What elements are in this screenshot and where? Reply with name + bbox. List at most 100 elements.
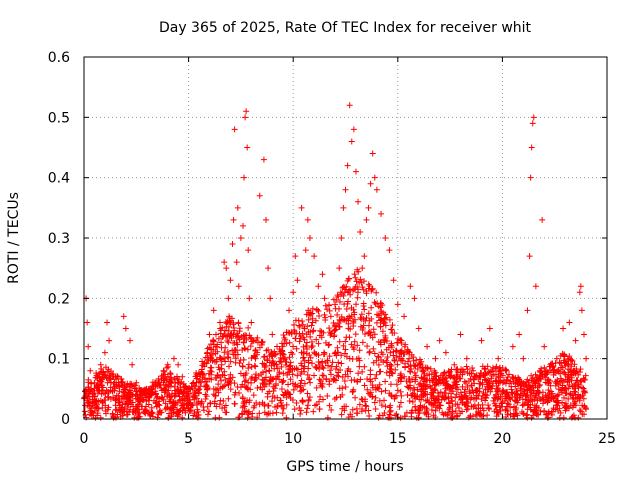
- data-point: [491, 394, 498, 401]
- data-point: [482, 365, 489, 372]
- data-point: [85, 343, 92, 350]
- data-point: [280, 377, 287, 384]
- data-point: [92, 403, 99, 410]
- data-point: [379, 328, 386, 335]
- data-point: [214, 348, 221, 355]
- data-point: [230, 216, 237, 223]
- data-point: [466, 388, 473, 395]
- data-point: [580, 395, 587, 402]
- data-point: [242, 114, 249, 121]
- data-point: [82, 411, 89, 418]
- data-point: [243, 384, 250, 391]
- data-point: [495, 355, 502, 362]
- data-point: [81, 408, 88, 415]
- data-point: [87, 409, 94, 416]
- data-point: [311, 253, 318, 260]
- data-point: [248, 379, 255, 386]
- data-point: [212, 414, 219, 421]
- data-point: [336, 298, 343, 305]
- data-point: [378, 210, 385, 217]
- data-point: [379, 412, 386, 419]
- data-point: [112, 407, 119, 414]
- data-point: [276, 376, 283, 383]
- data-point: [373, 371, 380, 378]
- data-point: [377, 317, 384, 324]
- data-point: [86, 393, 93, 400]
- data-point: [112, 373, 119, 380]
- data-point: [125, 389, 132, 396]
- data-point: [434, 389, 441, 396]
- data-point: [366, 349, 373, 356]
- data-point: [578, 307, 585, 314]
- data-point: [356, 363, 363, 370]
- y-tick-label: 0.5: [48, 110, 70, 126]
- data-point: [530, 408, 537, 415]
- data-point: [328, 363, 335, 370]
- data-point: [293, 400, 300, 407]
- data-point: [88, 380, 95, 387]
- data-point: [375, 361, 382, 368]
- data-point: [237, 235, 244, 241]
- data-point: [366, 348, 373, 355]
- data-point: [431, 386, 438, 393]
- data-point: [576, 369, 583, 376]
- data-point: [514, 399, 521, 406]
- data-point: [312, 402, 319, 409]
- y-tick-label: 0.2: [48, 291, 70, 307]
- data-point: [571, 388, 578, 395]
- data-point: [421, 403, 428, 410]
- data-point: [316, 406, 323, 413]
- data-point: [447, 373, 454, 380]
- data-point: [565, 366, 572, 373]
- data-point: [155, 375, 162, 382]
- data-point: [276, 371, 283, 378]
- data-point: [407, 368, 414, 375]
- data-point: [227, 371, 234, 378]
- data-point: [501, 379, 508, 386]
- data-point: [534, 397, 541, 404]
- data-point: [231, 380, 238, 387]
- data-point: [554, 397, 561, 404]
- data-point: [396, 403, 403, 410]
- data-point: [570, 402, 577, 409]
- data-point: [576, 289, 583, 296]
- data-point: [429, 377, 436, 384]
- data-point: [371, 331, 378, 338]
- data-point: [157, 381, 164, 388]
- data-point: [550, 405, 557, 412]
- data-point: [448, 390, 455, 397]
- data-point: [404, 347, 411, 354]
- data-point: [356, 401, 363, 408]
- data-point: [529, 375, 536, 382]
- data-point: [341, 378, 348, 385]
- data-point: [274, 403, 281, 410]
- data-point: [299, 318, 306, 325]
- data-point: [504, 411, 511, 418]
- data-point: [285, 329, 292, 336]
- data-point: [401, 313, 408, 320]
- data-point: [248, 319, 255, 326]
- data-point: [91, 396, 98, 403]
- data-point: [533, 411, 540, 418]
- data-point: [245, 361, 252, 368]
- data-point: [387, 381, 394, 388]
- data-point: [189, 385, 196, 392]
- data-point: [87, 367, 94, 374]
- data-point: [463, 355, 470, 362]
- data-point: [350, 306, 357, 313]
- data-point: [470, 376, 477, 383]
- data-point: [148, 409, 155, 416]
- data-point: [478, 396, 485, 403]
- data-point: [118, 376, 125, 383]
- data-point: [85, 384, 92, 391]
- data-point: [373, 319, 380, 326]
- data-point: [351, 338, 358, 345]
- data-point: [560, 325, 567, 332]
- data-point: [277, 354, 284, 361]
- data-point: [294, 372, 301, 379]
- data-point: [440, 379, 447, 386]
- data-point: [91, 379, 98, 386]
- data-point: [454, 412, 461, 419]
- data-point: [363, 403, 370, 410]
- data-point: [326, 307, 333, 314]
